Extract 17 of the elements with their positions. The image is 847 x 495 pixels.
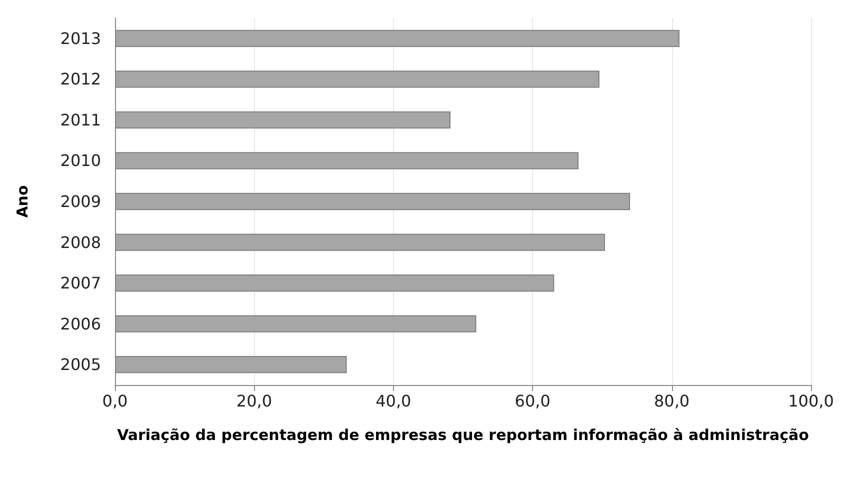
y-tick-label: 2005	[60, 355, 101, 374]
y-axis-title: Ano	[14, 185, 32, 218]
y-tick-label: 2007	[60, 274, 101, 293]
y-tick-label: 2013	[60, 28, 101, 48]
x-tick-label: 0,0	[102, 392, 128, 410]
x-tick-label: 60,0	[514, 392, 550, 410]
y-tick-label: 2010	[60, 151, 101, 170]
x-tick-label: 100,0	[788, 392, 834, 410]
y-tick-label: 2009	[60, 192, 101, 211]
y-tick-label: 2012	[60, 70, 101, 89]
y-tick-label: 2006	[60, 314, 101, 334]
x-tick-label: 20,0	[236, 392, 272, 410]
y-tick-label: 2008	[60, 232, 101, 252]
x-axis-title: Variação da percentagem de empresas que reportam informação à administração	[117, 426, 809, 444]
x-tick-label: 40,0	[376, 392, 412, 410]
x-tick-label: 80,0	[654, 392, 690, 410]
y-tick-label: 2011	[60, 110, 101, 130]
